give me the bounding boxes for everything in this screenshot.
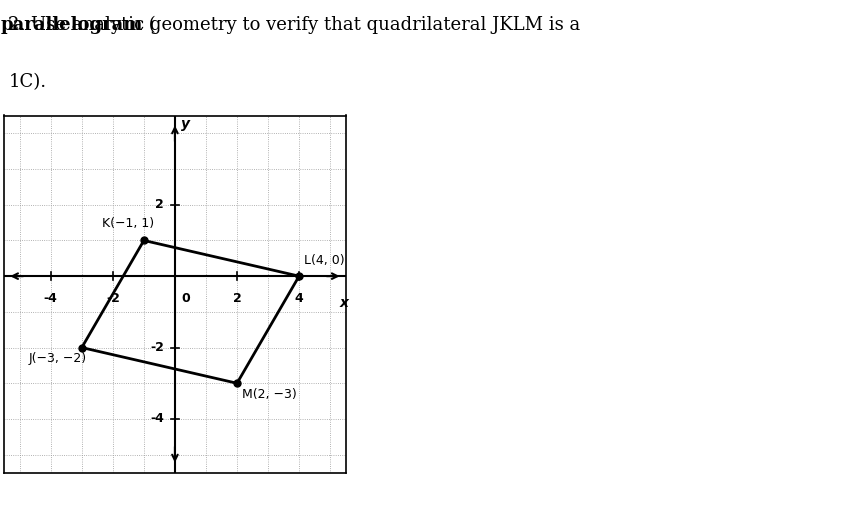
- Text: 2. Use analytic geometry to verify that quadrilateral JKLM is a: 2. Use analytic geometry to verify that …: [8, 16, 587, 34]
- Text: 4: 4: [295, 292, 303, 305]
- Text: -4: -4: [44, 292, 57, 305]
- Text: (: (: [143, 16, 156, 34]
- Text: 1C).: 1C).: [8, 74, 46, 91]
- Text: J(−3, −2): J(−3, −2): [29, 352, 87, 365]
- Text: parallelogram: parallelogram: [1, 16, 143, 34]
- Text: -4: -4: [150, 413, 164, 425]
- Text: x: x: [340, 296, 348, 310]
- Text: -2: -2: [150, 341, 164, 354]
- Text: L(4, 0): L(4, 0): [303, 254, 344, 267]
- Text: K(−1, 1): K(−1, 1): [102, 217, 154, 230]
- Text: 0: 0: [181, 292, 190, 305]
- Text: -2: -2: [106, 292, 120, 305]
- Text: 2: 2: [233, 292, 241, 305]
- Text: 2: 2: [155, 198, 164, 211]
- Text: M(2, −3): M(2, −3): [242, 388, 297, 401]
- Text: y: y: [181, 117, 191, 131]
